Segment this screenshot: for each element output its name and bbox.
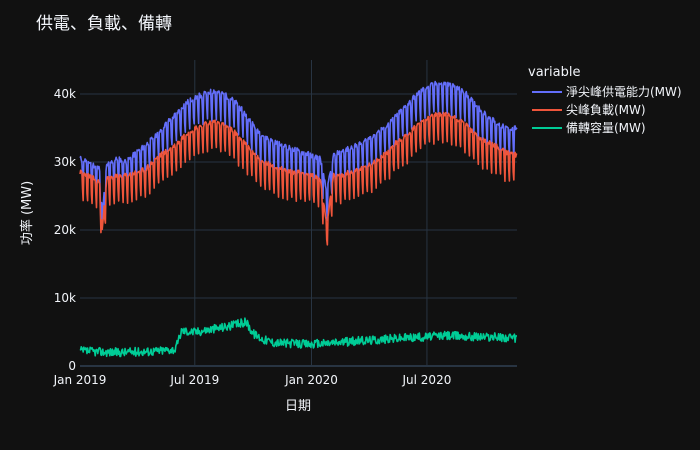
legend-item-2: 尖峰負載(MW) [566,103,646,117]
legend-title: variable [528,65,580,80]
plot-background [80,60,517,366]
legend-item-1: 淨尖峰供電能力(MW) [566,85,682,99]
chart-title: 供電、負載、備轉 [36,14,172,34]
y-tick-label: 30k [54,155,76,169]
y-tick-labels: 0 10k 20k 30k 40k [54,87,76,373]
x-tick-label: Jul 2019 [169,373,219,387]
x-tick-labels: Jan 2019 Jul 2019 Jan 2020 Jul 2020 [53,373,452,387]
series-line-1 [79,80,518,223]
series-layer [79,80,518,358]
series-line-2 [79,111,518,246]
x-axis-title: 日期 [285,399,311,414]
y-tick-label: 0 [68,359,76,373]
y-tick-label: 40k [54,87,76,101]
y-axis-title: 功率 (MW) [19,181,35,245]
x-tick-label: Jan 2020 [284,373,338,387]
x-tick-label: Jul 2020 [402,373,452,387]
legend-item-3: 備轉容量(MW) [566,120,646,135]
y-tick-label: 10k [54,291,76,305]
series-line-3 [79,317,518,358]
y-tick-label: 20k [54,223,76,237]
legend: variable 淨尖峰供電能力(MW) 尖峰負載(MW) 備轉容量(MW) [528,65,682,135]
x-tick-label: Jan 2019 [53,373,107,387]
